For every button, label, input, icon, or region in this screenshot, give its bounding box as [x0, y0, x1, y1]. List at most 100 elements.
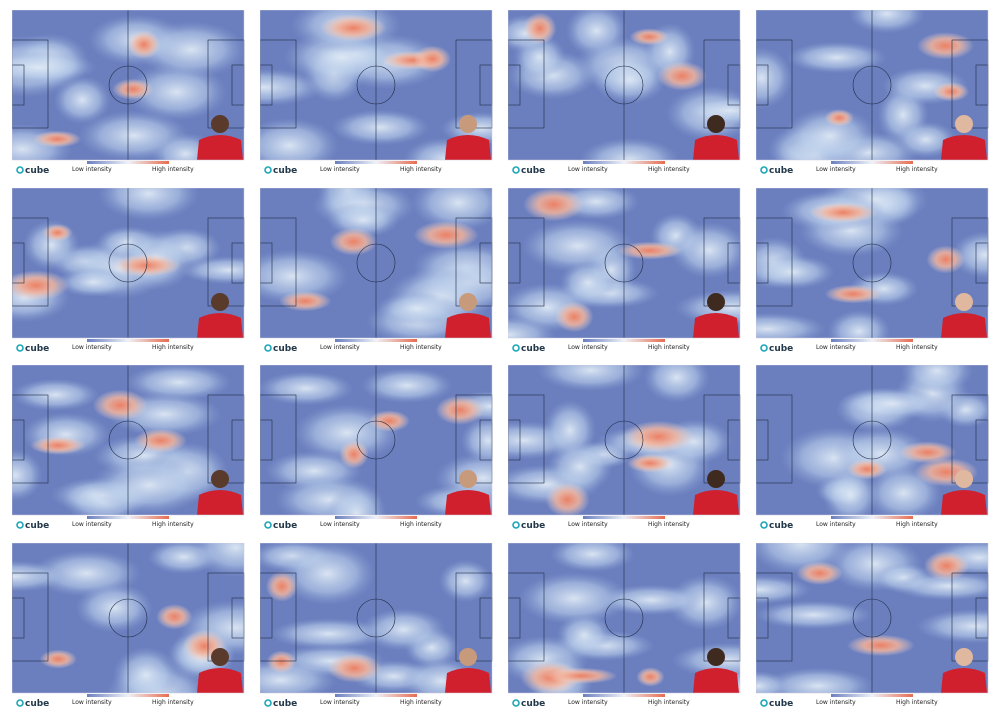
player-shirt: [693, 135, 739, 160]
heatmap: Low intensity High intensity cube: [756, 188, 989, 354]
low-label: Low intensity: [72, 166, 112, 173]
hot-spot: [629, 28, 669, 46]
heatmap: Low intensity High intensity cube: [508, 188, 741, 354]
hot-spot: [278, 291, 332, 312]
colorbar: [87, 339, 169, 342]
hot-spot: [554, 301, 594, 333]
colorbar: [335, 161, 417, 164]
hot-spot: [808, 202, 878, 223]
heatmap-panel: Low intensity High intensity cube: [508, 543, 748, 721]
brand-icon: [512, 344, 520, 352]
hot-spot: [626, 453, 674, 473]
brand-icon: [760, 699, 768, 707]
player-photo: [445, 470, 491, 515]
high-label: High intensity: [400, 166, 442, 173]
brand: cube: [521, 166, 545, 176]
heat-blob: [547, 440, 613, 493]
colorbar: [87, 516, 169, 519]
hot-spot: [112, 78, 154, 100]
heatmap: Low intensity High intensity cube: [260, 543, 493, 709]
hot-spot: [92, 389, 148, 421]
heatmap-panel: Low intensity High intensity cube: [260, 543, 500, 721]
brand: cube: [25, 521, 49, 531]
heat-blob: [278, 543, 376, 606]
heat-blob: [848, 10, 926, 34]
hot-spot: [329, 227, 378, 256]
heat-blob: [592, 55, 667, 104]
player-head: [955, 115, 973, 133]
heat-layer: [508, 365, 733, 515]
low-label: Low intensity: [816, 699, 856, 706]
heat-blob: [559, 260, 617, 305]
penalty-box: [260, 217, 297, 307]
heat-blob: [112, 646, 179, 693]
low-label: Low intensity: [568, 344, 608, 351]
player-photo: [693, 293, 739, 338]
heatmap: Low intensity High intensity cube: [508, 543, 741, 709]
hot-spot: [846, 634, 915, 657]
low-label: Low intensity: [72, 699, 112, 706]
heat-blob: [681, 96, 740, 125]
player-photo: [197, 293, 243, 338]
low-label: Low intensity: [568, 521, 608, 528]
goal-box: [260, 64, 273, 106]
player-head: [459, 115, 477, 133]
heat-layer: [260, 367, 492, 515]
hot-spot: [320, 14, 387, 42]
heat-layer: [756, 543, 988, 693]
goal-box: [260, 242, 273, 284]
heat-blob: [670, 221, 740, 279]
hot-spot: [134, 428, 187, 453]
penalty-box: [12, 39, 49, 129]
player-photo: [197, 115, 243, 160]
brand: cube: [273, 699, 297, 709]
brand: cube: [769, 699, 793, 709]
pitch-border: [756, 365, 989, 516]
brand: cube: [25, 699, 49, 709]
goal-box: [756, 64, 769, 106]
pitch-border: [508, 10, 741, 161]
heat-blob: [438, 559, 492, 603]
hot-spot: [435, 395, 485, 425]
pitch-border: [260, 188, 493, 339]
heat-blob: [460, 416, 492, 465]
heatmap-panel: Low intensity High intensity cube: [756, 188, 996, 366]
player-shirt: [445, 313, 491, 338]
heat-layer: [260, 543, 492, 693]
pitch-border: [260, 365, 493, 516]
pitch-border: [12, 10, 245, 161]
centre-circle: [604, 243, 644, 283]
player-shirt: [445, 490, 491, 515]
hot-spot: [523, 188, 585, 222]
high-label: High intensity: [152, 166, 194, 173]
heatmap-panel: Low intensity High intensity cube: [508, 188, 748, 366]
heatmap-panel: Low intensity High intensity cube: [12, 365, 252, 543]
player-photo: [445, 293, 491, 338]
heat-layer: [12, 365, 232, 515]
hot-spot: [796, 561, 843, 585]
goal-box: [756, 419, 769, 461]
pitch-border: [508, 543, 741, 694]
player-head: [707, 115, 725, 133]
high-label: High intensity: [896, 166, 938, 173]
player-head: [211, 115, 229, 133]
low-label: Low intensity: [320, 699, 360, 706]
penalty-box: [756, 572, 793, 662]
player-head: [211, 648, 229, 666]
hot-spot: [29, 436, 86, 455]
player-photo: [941, 648, 987, 693]
player-shirt: [197, 668, 243, 693]
hot-spot: [923, 551, 970, 581]
heat-blob: [756, 312, 827, 338]
heatmap-panel: Low intensity High intensity cube: [756, 365, 996, 543]
heat-blob: [135, 21, 244, 79]
heatmap-panel: Low intensity High intensity cube: [260, 365, 500, 543]
high-label: High intensity: [896, 344, 938, 351]
heat-blob: [375, 291, 459, 326]
high-label: High intensity: [648, 521, 690, 528]
pitch-border: [756, 188, 989, 339]
heatmap: Low intensity High intensity cube: [12, 543, 245, 709]
penalty-box: [508, 39, 545, 129]
player-head: [459, 293, 477, 311]
brand-icon: [512, 521, 520, 529]
